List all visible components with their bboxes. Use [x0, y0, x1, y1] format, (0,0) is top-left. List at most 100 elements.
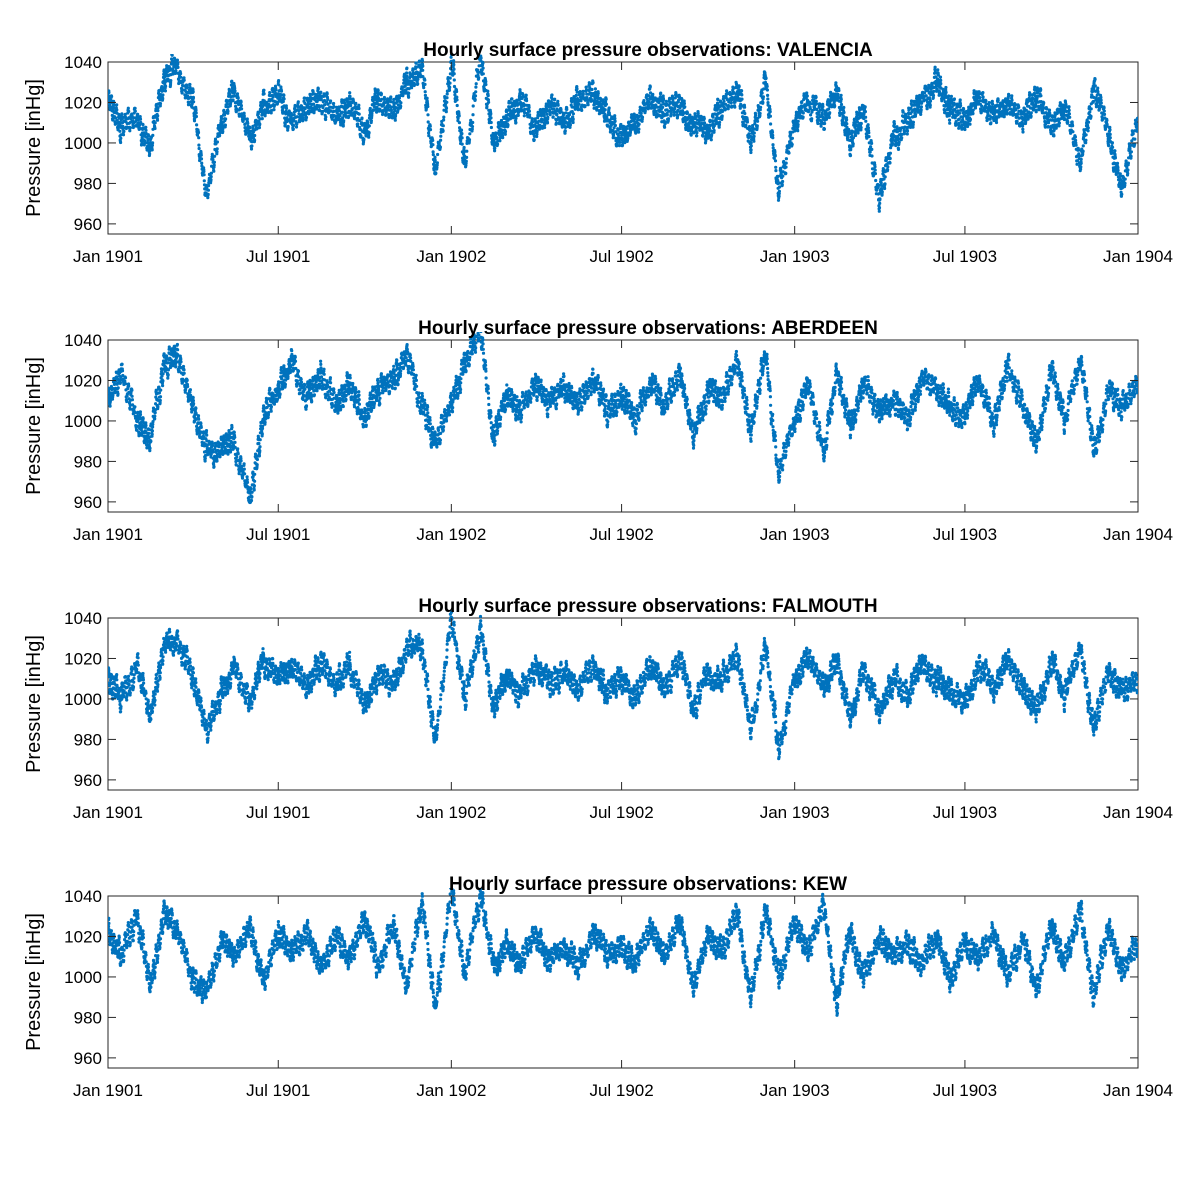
panel-1-point-21 — [404, 80, 410, 85]
panel-4-point-15 — [318, 966, 323, 971]
panel-2-point-46 — [763, 354, 768, 359]
panel-2-point-42 — [705, 388, 711, 393]
panel-3-point-3 — [148, 717, 153, 722]
panel-2-point-29 — [517, 410, 523, 415]
panel-1-point-1 — [119, 124, 124, 129]
panel-1-point-31 — [547, 104, 552, 109]
panel-4-point-58 — [934, 934, 939, 939]
panel-3-point-66 — [1049, 656, 1054, 661]
panel-2-point-36 — [619, 394, 624, 399]
panel-2-point-32 — [562, 386, 567, 391]
panel-4-ylabel: Pressure [inHg] — [23, 913, 45, 1051]
panel-3-point-0 — [108, 672, 111, 677]
panel-3-point-6 — [190, 676, 195, 681]
panel-1-point-52 — [848, 144, 853, 150]
panel-1-point-65 — [1034, 96, 1039, 101]
panel-3-xtick-label: Jul 1903 — [933, 803, 997, 822]
panel-2-point-53 — [861, 382, 866, 387]
panel-2-ytick-label: 1020 — [64, 371, 102, 390]
panel-4-point-32 — [562, 942, 567, 947]
panel-3-ylabel: Pressure [inHg] — [23, 635, 45, 773]
panel-1-point-66 — [1049, 124, 1054, 129]
panel-3-point-60 — [962, 696, 968, 702]
panel-2-axes-box — [107, 339, 1139, 513]
panel-4-point-8 — [218, 934, 224, 939]
panel-1-point-5 — [174, 63, 179, 69]
panel-3-xtick-label: Jan 1904 — [1103, 803, 1173, 822]
panel-1-point-37 — [632, 124, 637, 129]
panel-2-point-56 — [905, 418, 910, 424]
panel-1-point-43 — [719, 108, 724, 113]
panel-3-xtick-label: Jan 1902 — [416, 803, 486, 822]
panel-3-point-62 — [991, 688, 997, 693]
panel-4-point-54 — [877, 934, 882, 939]
panel-2-point-71 — [1119, 402, 1125, 407]
panel-1-point-50 — [821, 116, 826, 121]
panel-4-point-46 — [763, 905, 768, 911]
panel-1-point-11 — [261, 100, 266, 105]
panel-4-point-63 — [1005, 974, 1010, 980]
panel-1-point-68 — [1078, 161, 1083, 166]
panel-3-point-67 — [1062, 696, 1067, 702]
panel-3-point-8 — [218, 688, 224, 693]
panel-1-point-16 — [334, 116, 339, 121]
panel-4-point-27 — [491, 958, 496, 963]
panel-1-point-26 — [478, 55, 483, 61]
panel-1-point-18 — [362, 128, 367, 133]
panel-3-point-30 — [533, 664, 539, 669]
panel-1-axes-box — [107, 61, 1139, 235]
panel-1-point-44 — [735, 84, 740, 89]
panel-2-series — [108, 332, 1138, 505]
panel-3-ytick-label: 1000 — [64, 690, 102, 709]
panel-2-point-41 — [690, 434, 696, 440]
panel-3-point-16 — [334, 680, 339, 685]
panel-3-point-21 — [404, 644, 410, 649]
panel-4-point-69 — [1091, 995, 1097, 1000]
panel-4-point-62 — [991, 930, 997, 935]
panel-4-point-48 — [792, 922, 797, 927]
panel-4-ytick-label: 960 — [74, 1049, 102, 1068]
panel-3-point-41 — [690, 706, 696, 712]
panel-1-point-64 — [1021, 116, 1026, 121]
panel-1: 960 980 1000 1020 1040 Jan 1901 Jul 1901 Jan 19… — [23, 40, 1173, 266]
panel-3-point-59 — [947, 688, 953, 693]
panel-2-point-23 — [433, 439, 438, 444]
panel-3-point-49 — [805, 656, 810, 661]
panel-2-point-52 — [848, 422, 853, 428]
panel-4-point-18 — [362, 918, 367, 923]
panel-2-point-30 — [533, 378, 539, 383]
panel-4-xtick-label: Jan 1902 — [416, 1081, 486, 1100]
panel-1-point-41 — [690, 120, 696, 125]
panel-3-point-32 — [562, 672, 567, 677]
panel-4-ytick-label: 980 — [74, 1008, 102, 1027]
panel-2-point-27 — [491, 439, 496, 444]
panel-4-point-72 — [1135, 942, 1138, 947]
panel-2-ytick-label: 960 — [74, 493, 102, 512]
panel-1-point-54 — [877, 197, 882, 202]
panel-2-xtick-label: Jan 1903 — [760, 525, 830, 544]
panel-4-point-67 — [1062, 962, 1067, 967]
panel-2-point-9 — [231, 434, 237, 440]
panel-2-point-70 — [1106, 386, 1112, 391]
panel-2-ytick-label: 1040 — [64, 331, 102, 350]
panel-1-point-56 — [905, 120, 910, 125]
panel-2-point-3 — [148, 439, 153, 444]
panel-2-point-13 — [289, 358, 294, 363]
panel-4-xtick-label: Jul 1902 — [589, 1081, 653, 1100]
panel-1-point-57 — [918, 100, 923, 105]
panel-3-point-34 — [591, 660, 596, 665]
panel-3-point-65 — [1034, 708, 1039, 714]
panel-4-point-50 — [821, 901, 826, 907]
panel-4-ytick-label: 1040 — [64, 887, 102, 906]
panel-3-point-54 — [877, 708, 882, 714]
panel-3-point-15 — [318, 660, 323, 665]
panel-2-point-61 — [975, 378, 981, 383]
panel-2-point-15 — [318, 370, 323, 375]
panel-1-point-72 — [1135, 116, 1138, 121]
panel-3-point-40 — [677, 656, 683, 661]
panel-2-point-51 — [834, 370, 840, 375]
panel-2-xtick-label: Jul 1901 — [246, 525, 310, 544]
panel-1-point-63 — [1005, 100, 1010, 105]
panel-1-point-17 — [347, 100, 352, 105]
